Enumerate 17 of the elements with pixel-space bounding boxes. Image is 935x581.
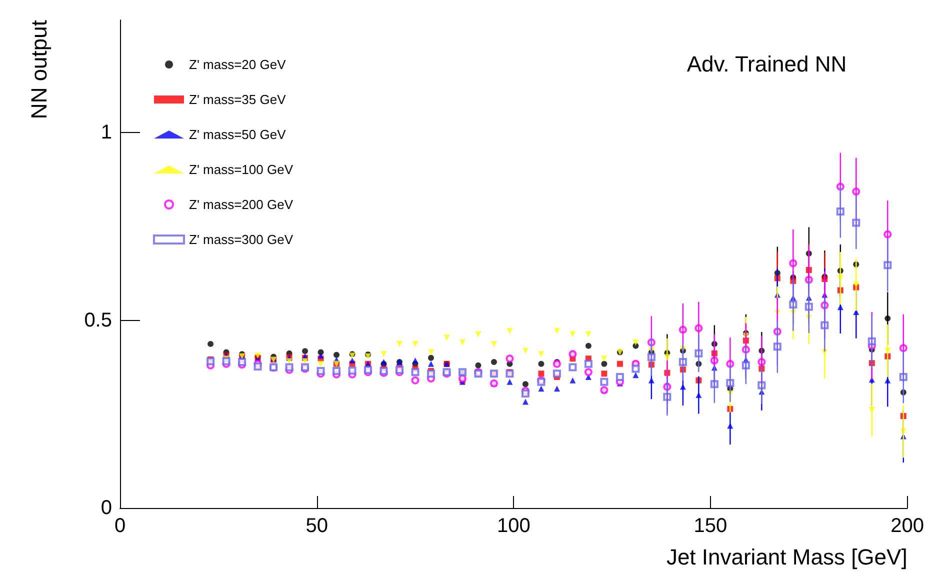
legend-label: Z' mass=200 GeV — [189, 197, 294, 212]
x-tick-label: 0 — [114, 515, 126, 537]
y-tick-label: 0 — [100, 497, 112, 519]
y-axis-title: NN output — [26, 20, 52, 120]
x-axis-title: Jet Invariant Mass [GeV] — [666, 544, 908, 570]
x-tick-label: 50 — [306, 515, 328, 537]
x-tick-label: 200 — [890, 515, 924, 537]
y-tick-label: 1 — [100, 122, 112, 144]
legend-label: Z' mass=300 GeV — [189, 232, 294, 247]
x-tick-label: 100 — [496, 515, 530, 537]
legend-label: Z' mass=20 GeV — [189, 57, 286, 72]
legend-label: Z' mass=100 GeV — [189, 162, 294, 177]
x-tick-label: 150 — [694, 515, 728, 537]
y-tick-label: 0.5 — [84, 309, 112, 332]
annotation: Adv. Trained NN — [686, 52, 847, 76]
legend-label: Z' mass=50 GeV — [189, 127, 286, 142]
legend-label: Z' mass=35 GeV — [189, 92, 286, 107]
